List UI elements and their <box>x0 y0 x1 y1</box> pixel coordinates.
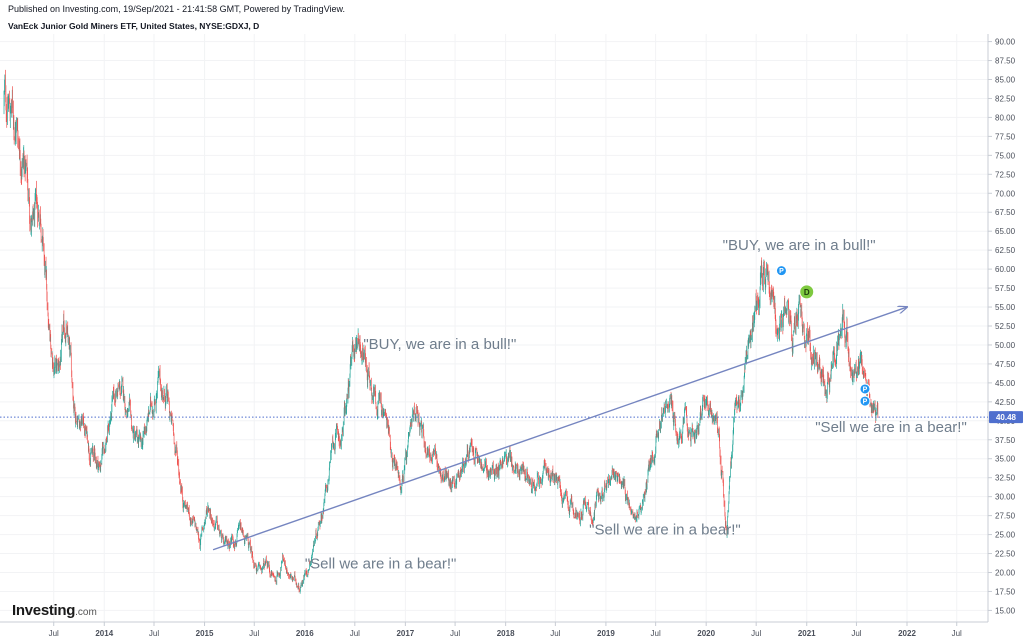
y-tick-label: 55.00 <box>995 303 1016 312</box>
marker-label: P <box>863 399 868 406</box>
y-tick-label: 52.50 <box>995 322 1016 331</box>
x-tick-label: Jul <box>450 629 460 638</box>
y-tick-label: 87.50 <box>995 57 1016 66</box>
x-tick-label: Jul <box>49 629 59 638</box>
y-tick-label: 30.00 <box>995 493 1016 502</box>
annotation-text: "BUY, we are in a bull!" <box>363 336 516 353</box>
trendline-group[interactable] <box>212 307 907 551</box>
marker-label: P <box>863 386 868 393</box>
dividend-marker[interactable] <box>799 284 815 300</box>
symbol-title: VanEck Junior Gold Miners ETF, United St… <box>8 21 260 31</box>
last-price-badge <box>989 411 1023 424</box>
x-tick-label: 2014 <box>95 629 113 638</box>
y-tick-label: 90.00 <box>995 38 1016 47</box>
annotation-text: "BUY, we are in a bull!" <box>723 237 876 254</box>
x-tick-label: Jul <box>249 629 259 638</box>
annotation-group: "BUY, we are in a bull!" "BUY, we are in … <box>305 237 967 573</box>
y-tick-label: 72.50 <box>995 170 1016 179</box>
y-tick-label: 17.50 <box>995 587 1016 596</box>
x-tick-label: Jul <box>751 629 761 638</box>
grid-lines <box>0 34 988 622</box>
x-tick-label: 2016 <box>296 629 314 638</box>
y-tick-label: 60.00 <box>995 265 1016 274</box>
y-tick-label: 62.50 <box>995 246 1016 255</box>
y-tick-label: 50.00 <box>995 341 1016 350</box>
event-marker[interactable] <box>775 265 787 277</box>
x-tick-label: 2021 <box>798 629 816 638</box>
price-axis[interactable]: 15.00 17.50 20.00 22.50 25.00 27.50 30.00 32.50… <box>988 38 1016 616</box>
y-tick-label: 35.00 <box>995 455 1016 464</box>
y-tick-label: 32.50 <box>995 474 1016 483</box>
x-tick-label: Jul <box>952 629 962 638</box>
x-tick-label: Jul <box>149 629 159 638</box>
annotation-text: "Sell we are in a bear!" <box>305 556 457 573</box>
y-tick-label: 42.50 <box>995 398 1016 407</box>
y-tick-label: 45.00 <box>995 379 1016 388</box>
x-tick-label: 2019 <box>597 629 615 638</box>
logo-domain: .com <box>75 607 97 618</box>
x-tick-label: 2022 <box>898 629 916 638</box>
y-tick-label: 25.00 <box>995 531 1016 540</box>
marker-label: P <box>779 268 784 275</box>
y-tick-label: 22.50 <box>995 550 1016 559</box>
investing-logo: Investing.com <box>12 602 97 620</box>
y-tick-label: 27.50 <box>995 512 1016 521</box>
y-tick-label: 47.50 <box>995 360 1016 369</box>
event-marker[interactable] <box>859 383 871 395</box>
x-tick-label: Jul <box>851 629 861 638</box>
annotation-text: "Sell we are in a bear!" <box>815 419 967 436</box>
y-tick-label: 75.00 <box>995 151 1016 160</box>
event-marker[interactable] <box>859 395 871 407</box>
x-tick-label: 2015 <box>196 629 214 638</box>
marker-label: D <box>804 288 810 297</box>
y-tick-label: 77.50 <box>995 132 1016 141</box>
y-tick-label: 20.00 <box>995 568 1016 577</box>
x-tick-label: 2018 <box>497 629 515 638</box>
last-price-badge-group: 40.48 <box>989 411 1023 424</box>
y-tick-label: 67.50 <box>995 208 1016 217</box>
y-tick-label: 65.00 <box>995 227 1016 236</box>
x-tick-label: Jul <box>350 629 360 638</box>
y-tick-label: 82.50 <box>995 94 1016 103</box>
y-tick-label: 85.00 <box>995 76 1016 85</box>
y-tick-label: 37.50 <box>995 436 1016 445</box>
y-tick-label: 57.50 <box>995 284 1016 293</box>
candlestick-series <box>3 69 879 594</box>
y-tick-label: 15.00 <box>995 606 1016 615</box>
x-tick-label: 2017 <box>396 629 414 638</box>
y-tick-label: 80.00 <box>995 113 1016 122</box>
y-tick-label: 70.00 <box>995 189 1016 198</box>
published-caption: Published on Investing.com, 19/Sep/2021 … <box>8 4 346 14</box>
x-tick-label: Jul <box>550 629 560 638</box>
logo-word: Investing <box>12 602 76 619</box>
time-axis[interactable]: Jul 2014 Jul 2015 Jul 2016 Jul 2017 Jul 2018 Jul 20… <box>49 622 962 638</box>
trendline[interactable] <box>212 307 907 551</box>
annotation-text: "Sell we are in a bear!" <box>589 522 741 539</box>
x-tick-label: Jul <box>651 629 661 638</box>
last-price-value: 40.48 <box>996 413 1017 422</box>
x-tick-label: 2020 <box>697 629 715 638</box>
